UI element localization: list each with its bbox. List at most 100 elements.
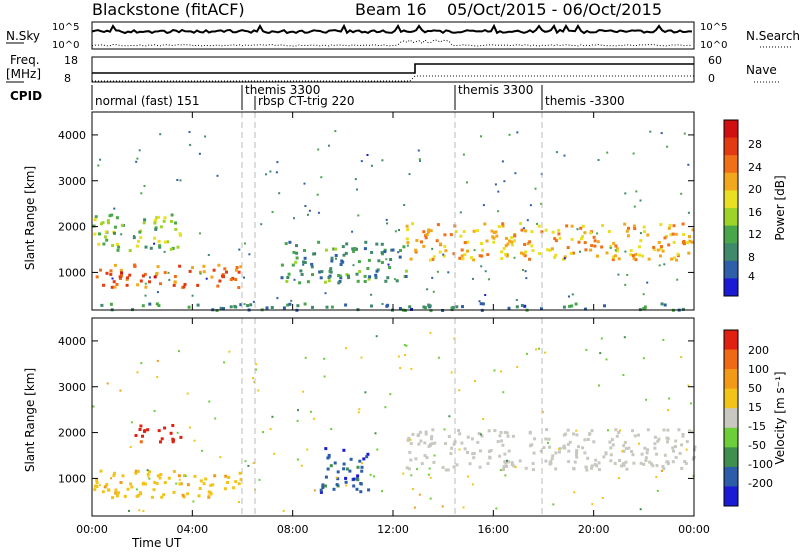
heatmap-noise-cell	[216, 174, 219, 177]
heatmap-cell	[507, 449, 511, 453]
heatmap-cell	[642, 307, 646, 311]
heatmap-noise-cell	[320, 176, 323, 179]
velocity-y-label: Slant Range [km]	[23, 368, 37, 472]
colorbar-swatch	[724, 155, 738, 174]
heatmap-noise-cell	[129, 446, 132, 448]
heatmap-noise-cell	[148, 477, 151, 480]
heatmap-cell	[611, 255, 615, 259]
heatmap-noise-cell	[645, 398, 648, 401]
heatmap-cell	[581, 446, 585, 450]
heatmap-cell	[235, 268, 238, 272]
heatmap-cell	[407, 436, 411, 440]
heatmap-noise-cell	[591, 503, 594, 506]
heatmap-cell	[633, 227, 637, 231]
heatmap-cell	[498, 434, 502, 438]
heatmap-cell	[459, 234, 463, 238]
heatmap-noise-cell	[482, 204, 485, 207]
heatmap-cell	[468, 462, 472, 466]
heatmap-noise-cell	[138, 509, 141, 512]
heatmap-noise-cell	[369, 473, 372, 476]
power-y-axis: 1000 2000 3000 4000	[58, 129, 694, 279]
heatmap-cell	[128, 273, 132, 277]
cpid-label: CPID	[10, 89, 42, 103]
heatmap-cell	[367, 258, 371, 262]
heatmap-cell	[356, 478, 360, 482]
heatmap-noise-cell	[462, 153, 465, 156]
heatmap-cell	[519, 222, 523, 226]
velocity-cbar-tick: -200	[748, 477, 773, 490]
heatmap-cell	[581, 224, 585, 228]
heatmap-cell	[399, 249, 402, 252]
heatmap-noise-cell	[394, 230, 397, 233]
heatmap-noise-cell	[184, 475, 187, 477]
heatmap-cell	[611, 443, 615, 447]
y-tick-label: 4000	[58, 129, 86, 142]
heatmap-noise-cell	[193, 439, 196, 442]
heatmap-noise-cell	[431, 276, 434, 279]
heatmap-cell	[646, 233, 650, 237]
heatmap-cell	[566, 246, 570, 250]
heatmap-cell	[470, 256, 473, 260]
heatmap-noise-cell	[558, 448, 561, 450]
heatmap-cell	[653, 435, 657, 439]
heatmap-cell	[409, 458, 413, 462]
heatmap-cell	[404, 269, 408, 273]
heatmap-cell	[612, 241, 616, 245]
heatmap-cell	[134, 434, 138, 437]
nsky-tick-low: 10^0	[52, 40, 79, 51]
heatmap-cell	[148, 470, 151, 474]
heatmap-cell	[430, 437, 433, 441]
heatmap-cell	[507, 460, 511, 464]
nsky-trace	[91, 23, 693, 35]
heatmap-cell	[388, 266, 392, 269]
heatmap-cell	[575, 449, 579, 453]
heatmap-cell	[458, 256, 462, 260]
heatmap-noise-cell	[467, 475, 470, 478]
heatmap-cell	[286, 303, 290, 307]
heatmap-cell	[129, 482, 133, 486]
heatmap-cell	[163, 426, 167, 430]
heatmap-cell	[512, 239, 516, 243]
heatmap-noise-cell	[411, 488, 414, 491]
heatmap-cell	[159, 225, 163, 229]
heatmap-cell	[365, 455, 369, 459]
heatmap-noise-cell	[471, 483, 474, 486]
heatmap-cell	[336, 470, 340, 474]
heatmap-cell	[452, 465, 456, 469]
heatmap-cell	[134, 469, 138, 473]
heatmap-noise-cell	[269, 170, 272, 173]
heatmap-cell	[427, 228, 431, 232]
heatmap-cell	[380, 251, 384, 255]
heatmap-cell	[524, 250, 528, 254]
power-cbar-tick: 16	[748, 206, 762, 219]
heatmap-noise-cell	[555, 151, 558, 154]
heatmap-noise-cell	[419, 159, 421, 162]
velocity-cbar-label: Velocity [m s⁻¹]	[773, 371, 787, 464]
heatmap-noise-cell	[536, 222, 538, 225]
heatmap-cell	[334, 254, 338, 257]
heatmap-cell	[463, 447, 467, 451]
heatmap-noise-cell	[255, 363, 258, 366]
heatmap-cell	[291, 263, 295, 267]
heatmap-noise-cell	[525, 277, 528, 280]
heatmap-cell	[674, 456, 678, 459]
heatmap-cell	[466, 435, 470, 439]
heatmap-cell	[659, 247, 663, 251]
heatmap-noise-cell	[683, 132, 686, 135]
heatmap-noise-cell	[408, 173, 411, 176]
heatmap-cell	[682, 233, 686, 236]
heatmap-cell	[143, 482, 147, 486]
velocity-colorbar	[724, 330, 738, 507]
heatmap-cell	[234, 305, 238, 309]
heatmap-cell	[339, 263, 343, 266]
heatmap-cell	[143, 429, 146, 433]
heatmap-cell	[463, 253, 467, 257]
heatmap-noise-cell	[442, 253, 445, 256]
heatmap-cell	[207, 495, 211, 499]
heatmap-cell	[515, 305, 519, 309]
heatmap-noise-cell	[676, 278, 679, 281]
heatmap-noise-cell	[568, 295, 570, 298]
heatmap-cell	[623, 441, 627, 444]
heatmap-noise-cell	[573, 491, 576, 494]
heatmap-cell	[113, 471, 116, 475]
